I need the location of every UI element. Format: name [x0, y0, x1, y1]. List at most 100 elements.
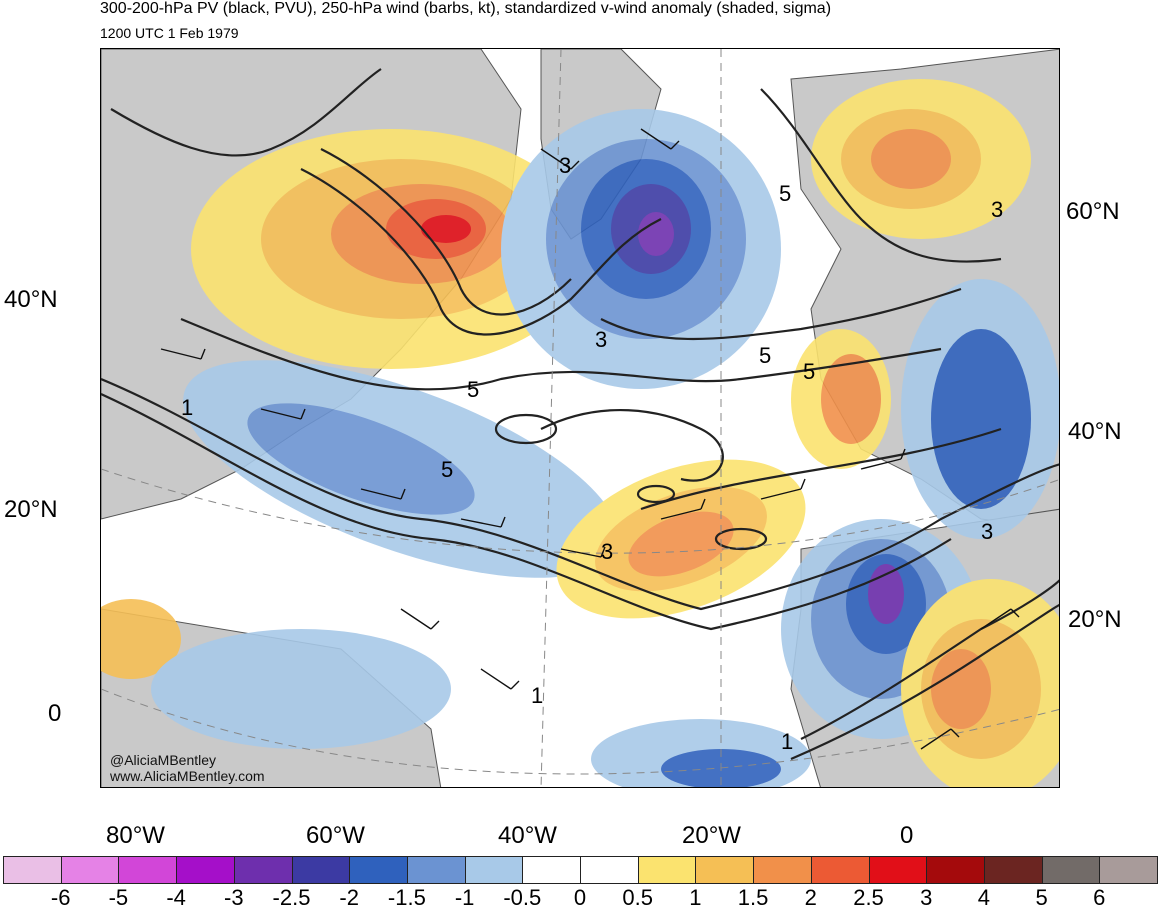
colorbar-swatch [810, 856, 870, 884]
latitude-line [101, 688, 1059, 775]
lat-label-right: 40°N [1068, 418, 1122, 445]
lon-label: 80°W [106, 822, 165, 849]
map-graphic [101, 49, 1059, 787]
pv-contour [760, 88, 1002, 263]
anomaly-positive [931, 649, 991, 729]
colorbar-swatch [580, 856, 639, 884]
colorbar-swatch [176, 856, 235, 884]
colorbar-label: -1.5 [387, 885, 426, 910]
wind-barb [980, 608, 1020, 630]
colorbar-swatch [464, 856, 524, 884]
contour-label: 5 [441, 457, 454, 482]
contour-label: 1 [781, 729, 794, 754]
colorbar-swatch [868, 856, 928, 884]
anomaly-positive [101, 599, 181, 679]
lat-label-left: 0 [48, 700, 62, 727]
lon-label: 0 [900, 822, 914, 849]
wind-barb [560, 546, 606, 558]
colorbar-swatch [695, 856, 755, 884]
wind-barb [640, 128, 680, 150]
wind-barb [460, 516, 506, 528]
pv-contour [800, 579, 1059, 740]
map-panel: 5 5 3 3 5 5 3 3 5 3 1 1 1 [100, 48, 1060, 788]
colorbar-label: -5 [108, 885, 129, 910]
pv-contour [300, 168, 662, 336]
lon-label: 40°W [498, 822, 557, 849]
colorbar-label: 0 [573, 885, 587, 910]
pv-contour [101, 377, 1059, 611]
pv-contour [320, 148, 572, 316]
wind-barb [920, 728, 960, 750]
lon-label: 60°W [306, 822, 365, 849]
lat-label-right: 60°N [1066, 198, 1120, 225]
wind-barbs [160, 128, 1020, 750]
pv-contours [101, 68, 1059, 761]
contour-label: 5 [779, 181, 792, 206]
wind-barb [540, 148, 580, 170]
chart-subtitle: 1200 UTC 1 Feb 1979 [100, 25, 239, 41]
colorbar-label: 3 [920, 885, 933, 910]
pv-contour [636, 484, 676, 504]
contour-label: 3 [595, 327, 608, 352]
colorbar-label: -0.5 [503, 885, 542, 910]
colorbar-label: 2.5 [853, 885, 884, 910]
anomaly-positive [628, 511, 734, 577]
colorbar-swatch [753, 856, 812, 884]
credit-website: www.AliciaMBentley.com [110, 768, 265, 784]
contour-label: 3 [981, 519, 994, 544]
colorbar-swatch [291, 856, 351, 884]
colorbar-swatch [1099, 856, 1159, 884]
anomaly-positive [821, 354, 881, 444]
colorbar-label: -6 [50, 885, 71, 910]
contour-label: 3 [991, 197, 1004, 222]
wind-barb [360, 488, 406, 500]
colorbar-label: 1 [689, 885, 702, 910]
pv-contour [101, 393, 952, 631]
colorbar-swatch [522, 856, 582, 884]
chart-title: 300-200-hPa PV (black, PVU), 250-hPa win… [100, 0, 832, 17]
pv-contour [180, 317, 942, 391]
wind-barb [260, 408, 306, 420]
anomaly-positive [421, 215, 471, 243]
contour-label: 3 [601, 539, 614, 564]
anomaly-negative [151, 629, 451, 749]
pv-contour [600, 287, 962, 341]
contour-label: 1 [531, 683, 544, 708]
lon-label: 20°W [682, 822, 741, 849]
wind-barb [860, 448, 906, 470]
colorbar-swatch [118, 856, 178, 884]
pv-contour [714, 527, 768, 551]
colorbar-swatch [406, 856, 466, 884]
contour-label: 5 [467, 377, 480, 402]
pv-contour [640, 427, 1002, 511]
longitude-line [540, 49, 562, 787]
colorbar-label: 0.5 [622, 885, 653, 910]
colorbar-label: -3 [224, 885, 244, 910]
colorbar-swatch [3, 856, 62, 884]
anomaly-shading [101, 79, 1059, 787]
wind-barb [660, 498, 706, 520]
pv-contour [494, 413, 558, 445]
wind-barb [760, 478, 806, 500]
wind-barb [160, 348, 206, 360]
anomaly-negative [931, 329, 1031, 509]
colorbar-swatch [983, 856, 1043, 884]
colorbar-label: 5 [1035, 885, 1048, 910]
credit-handle: @AliciaMBentley [110, 752, 217, 768]
colorbar-label: 6 [1093, 885, 1106, 910]
colorbar-swatch [233, 856, 293, 884]
pv-contour [790, 603, 1059, 761]
colorbar [3, 856, 1159, 884]
contour-label: 5 [759, 343, 772, 368]
contour-label: 1 [181, 395, 194, 420]
anomaly-negative [868, 564, 904, 624]
lat-label-left: 20°N [4, 496, 58, 523]
graticule [101, 49, 1059, 787]
contour-label: 5 [803, 359, 816, 384]
colorbar-swatch [60, 856, 120, 884]
wind-barb [400, 608, 440, 630]
colorbar-label: 2 [804, 885, 817, 910]
latitude-line [101, 468, 1059, 554]
colorbar-label: 4 [977, 885, 991, 910]
lat-label-right: 20°N [1068, 606, 1122, 633]
